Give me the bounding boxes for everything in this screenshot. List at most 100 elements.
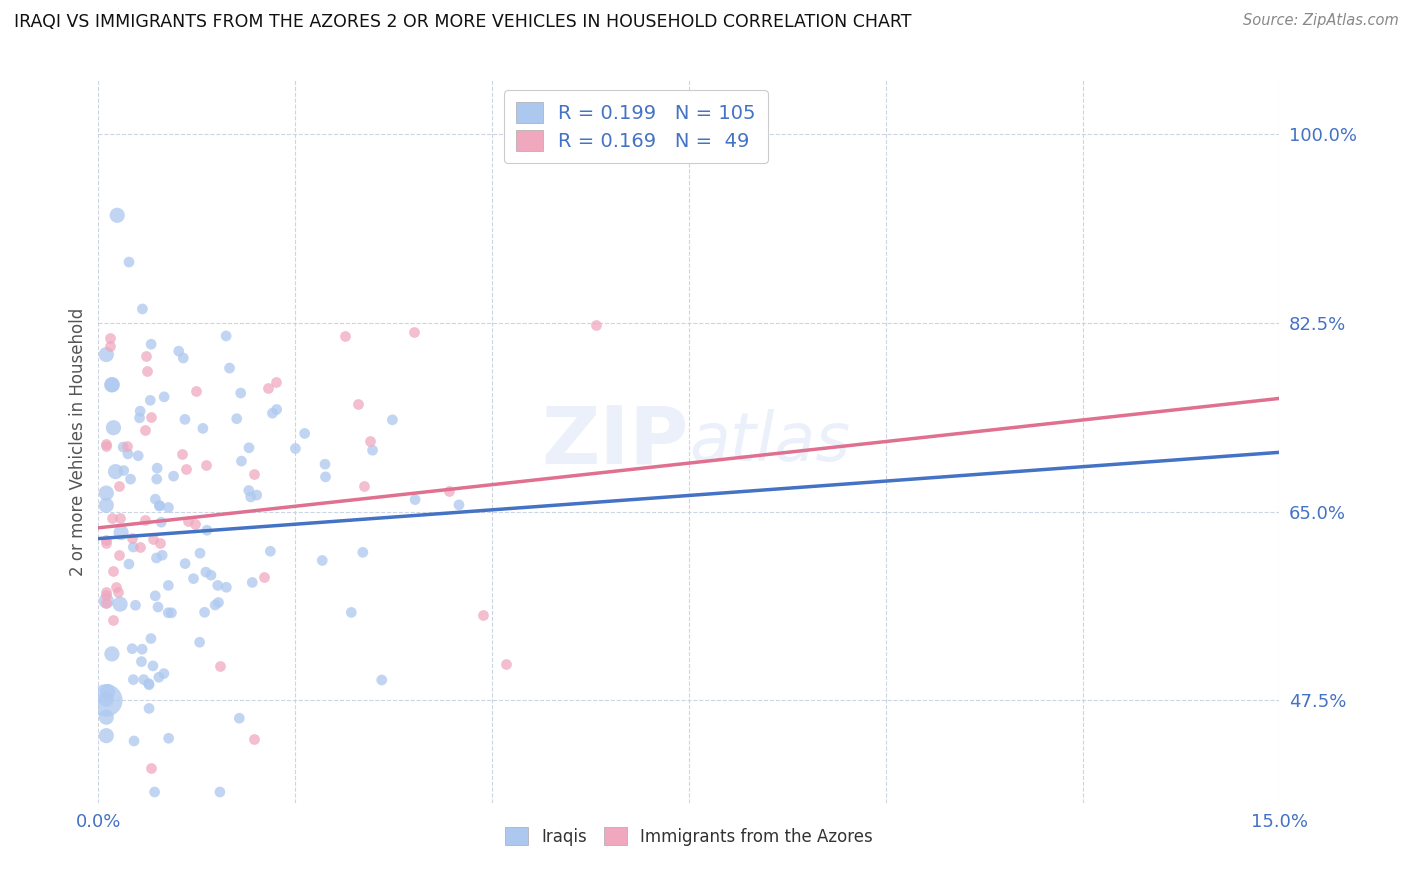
Point [96,533,118,548]
Point [135,349,157,363]
Point [149,499,172,513]
Point [184,384,207,399]
Point [101,647,124,661]
Point [157,606,180,620]
Point [110,525,132,540]
Point [107,585,129,599]
Point [215,580,238,594]
Point [195,523,218,537]
Point [370,673,392,687]
Point [238,441,260,455]
Point [96,594,118,608]
Point [104,580,127,594]
Point [96,437,118,451]
Point [194,565,217,579]
Point [264,375,287,389]
Point [138,701,160,715]
Point [96,692,118,706]
Point [150,515,173,529]
Point [246,488,269,502]
Point [157,500,180,515]
Point [108,478,131,492]
Point [104,465,127,479]
Point [238,483,260,498]
Point [134,513,156,527]
Point [108,510,131,524]
Point [437,484,460,499]
Point [139,632,162,646]
Point [266,402,288,417]
Point [118,557,141,571]
Point [257,381,280,395]
Point [231,454,253,468]
Point [253,570,276,584]
Point [188,635,211,649]
Point [172,447,194,461]
Point [142,532,165,546]
Y-axis label: 2 or more Vehicles in Household: 2 or more Vehicles in Household [69,308,87,575]
Point [229,386,252,401]
Point [96,439,118,453]
Point [188,546,211,560]
Point [149,535,172,549]
Point [121,641,143,656]
Point [353,479,375,493]
Point [105,208,128,222]
Point [96,710,118,724]
Point [284,442,307,456]
Point [100,511,122,525]
Point [194,605,217,619]
Text: Source: ZipAtlas.com: Source: ZipAtlas.com [1243,13,1399,29]
Point [96,693,118,707]
Point [136,364,159,378]
Point [112,464,135,478]
Point [122,734,145,748]
Point [145,472,167,486]
Point [103,421,125,435]
Point [124,599,146,613]
Point [115,439,138,453]
Point [145,492,167,507]
Point [120,472,142,486]
Point [148,499,170,513]
Point [167,344,190,359]
Point [131,655,153,669]
Point [176,514,198,528]
Point [138,678,160,692]
Point [242,732,264,747]
Point [361,443,384,458]
Point [145,551,167,566]
Point [108,549,131,563]
Point [118,255,141,269]
Point [117,447,139,461]
Legend: Iraqis, Immigrants from the Azores: Iraqis, Immigrants from the Azores [498,821,880,852]
Point [127,449,149,463]
Point [404,325,426,339]
Point [191,421,214,435]
Point [315,470,337,484]
Point [139,409,162,424]
Point [208,785,231,799]
Point [404,492,426,507]
Point [129,404,152,418]
Point [96,486,118,500]
Point [131,642,153,657]
Point [148,670,170,684]
Point [101,564,124,578]
Point [162,469,184,483]
Point [157,578,180,592]
Point [96,347,118,361]
Point [96,499,118,513]
Point [218,361,240,376]
Point [143,589,166,603]
Point [141,337,163,351]
Point [471,607,494,622]
Point [146,461,169,475]
Point [228,711,250,725]
Point [209,659,232,673]
Point [96,729,118,743]
Point [131,301,153,316]
Point [174,557,197,571]
Text: atlas: atlas [689,409,851,475]
Point [150,548,173,562]
